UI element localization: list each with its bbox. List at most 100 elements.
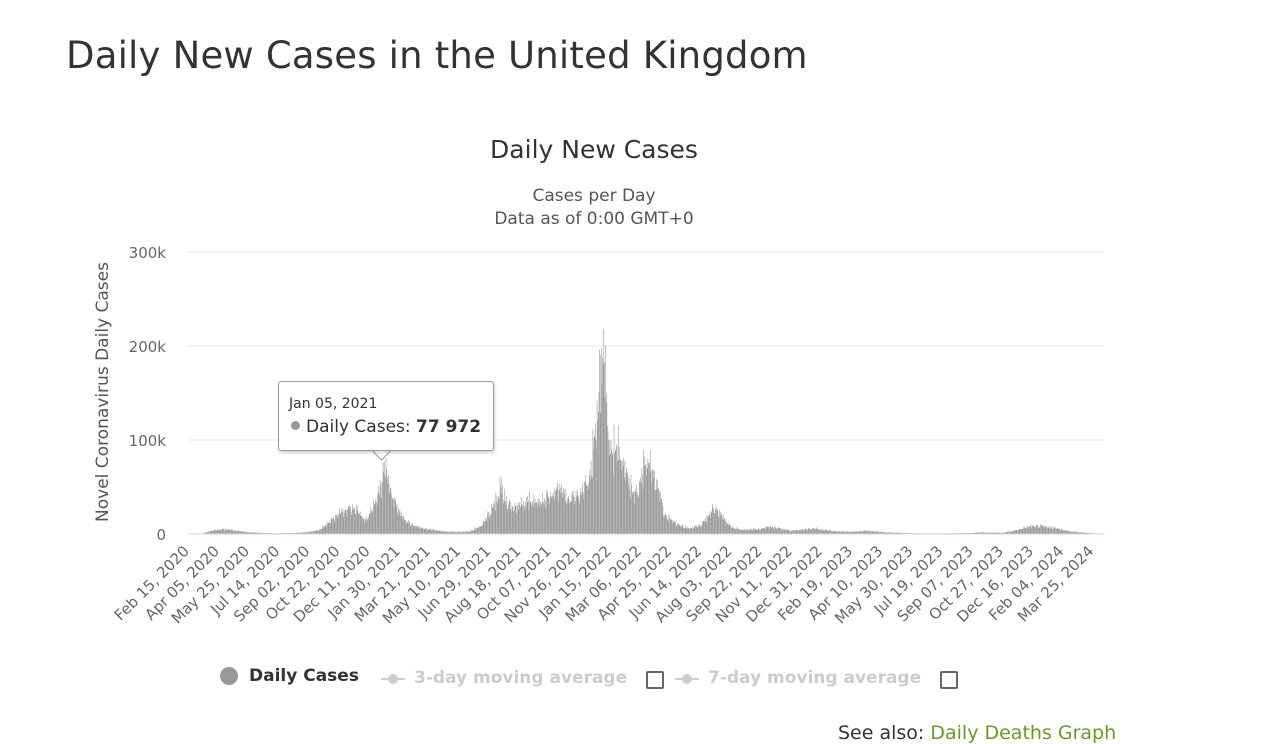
bar[interactable] [219, 529, 220, 534]
bar[interactable] [874, 532, 876, 534]
bar[interactable] [356, 510, 358, 534]
bar[interactable] [794, 530, 796, 534]
bar[interactable] [393, 498, 394, 534]
bar[interactable] [204, 532, 206, 534]
bar[interactable] [334, 522, 336, 534]
bar[interactable] [830, 530, 831, 534]
bar[interactable] [877, 531, 878, 534]
bar[interactable] [595, 423, 596, 534]
bar[interactable] [832, 531, 834, 534]
bar[interactable] [572, 490, 574, 534]
bar[interactable] [535, 503, 536, 534]
bar[interactable] [683, 527, 684, 534]
bar[interactable] [215, 529, 216, 534]
bar[interactable] [766, 526, 767, 534]
bar[interactable] [838, 531, 840, 534]
bar[interactable] [374, 503, 375, 534]
bar[interactable] [857, 532, 859, 534]
bar[interactable] [507, 508, 509, 534]
bar[interactable] [462, 531, 463, 534]
bar[interactable] [885, 532, 887, 534]
bar[interactable] [345, 510, 347, 534]
bar[interactable] [440, 530, 442, 534]
bar[interactable] [385, 477, 386, 534]
bar[interactable] [518, 510, 520, 534]
bar[interactable] [1040, 524, 1041, 534]
bar[interactable] [442, 531, 444, 535]
bar[interactable] [1019, 529, 1021, 534]
bar[interactable] [713, 512, 715, 534]
bar[interactable] [207, 532, 209, 534]
bar[interactable] [857, 531, 858, 534]
bar[interactable] [716, 508, 717, 534]
bar[interactable] [862, 531, 863, 534]
bar[interactable] [344, 512, 345, 534]
bar[interactable] [633, 491, 634, 534]
bar[interactable] [540, 501, 541, 534]
bar[interactable] [417, 525, 419, 534]
bar[interactable] [529, 490, 530, 534]
bar[interactable] [367, 518, 368, 534]
bar[interactable] [608, 455, 610, 534]
bar[interactable] [1079, 532, 1081, 534]
bar[interactable] [563, 487, 564, 534]
bar[interactable] [607, 430, 609, 534]
bar[interactable] [706, 522, 707, 534]
bar[interactable] [1058, 528, 1060, 534]
bar[interactable] [765, 525, 767, 534]
bar[interactable] [211, 530, 213, 534]
bar[interactable] [718, 515, 719, 534]
bar[interactable] [1081, 532, 1083, 534]
bar[interactable] [508, 504, 509, 534]
bar[interactable] [1075, 532, 1077, 534]
bar[interactable] [795, 529, 797, 534]
bar[interactable] [1037, 527, 1039, 534]
bar[interactable] [862, 530, 864, 534]
bar[interactable] [649, 450, 651, 534]
bar[interactable] [986, 532, 988, 535]
bar[interactable] [997, 532, 998, 534]
bar[interactable] [404, 520, 406, 534]
bar[interactable] [693, 528, 694, 534]
bar[interactable] [461, 531, 463, 534]
bar[interactable] [633, 491, 635, 534]
bar[interactable] [702, 521, 704, 534]
bar[interactable] [479, 526, 481, 534]
bar[interactable] [458, 531, 459, 534]
bar[interactable] [715, 506, 717, 534]
bar[interactable] [1057, 528, 1059, 534]
bar[interactable] [550, 491, 552, 534]
bar[interactable] [539, 506, 541, 534]
bar[interactable] [1015, 529, 1017, 534]
bar[interactable] [505, 505, 507, 534]
bar[interactable] [817, 528, 819, 535]
bar[interactable] [806, 529, 808, 534]
bar[interactable] [616, 444, 617, 534]
bar[interactable] [774, 527, 776, 534]
bar[interactable] [743, 530, 745, 534]
bar[interactable] [361, 515, 363, 534]
bar[interactable] [384, 475, 386, 534]
bar[interactable] [1016, 530, 1018, 534]
bar[interactable] [754, 529, 756, 534]
bar[interactable] [868, 530, 870, 534]
bar[interactable] [560, 493, 562, 534]
bar[interactable] [786, 528, 788, 534]
bar[interactable] [245, 532, 247, 534]
bar[interactable] [736, 527, 737, 534]
bar[interactable] [419, 525, 421, 534]
bar[interactable] [787, 529, 789, 534]
bar[interactable] [355, 513, 356, 534]
bar[interactable] [371, 512, 373, 534]
bar[interactable] [446, 531, 447, 534]
bar[interactable] [482, 525, 483, 534]
bar[interactable] [666, 515, 667, 534]
bar[interactable] [801, 530, 802, 534]
bar[interactable] [312, 531, 314, 534]
bar[interactable] [1084, 532, 1085, 534]
bar[interactable] [760, 529, 761, 534]
bar[interactable] [1066, 530, 1067, 534]
bar[interactable] [455, 531, 457, 534]
bar[interactable] [646, 468, 648, 534]
bar[interactable] [420, 528, 421, 534]
